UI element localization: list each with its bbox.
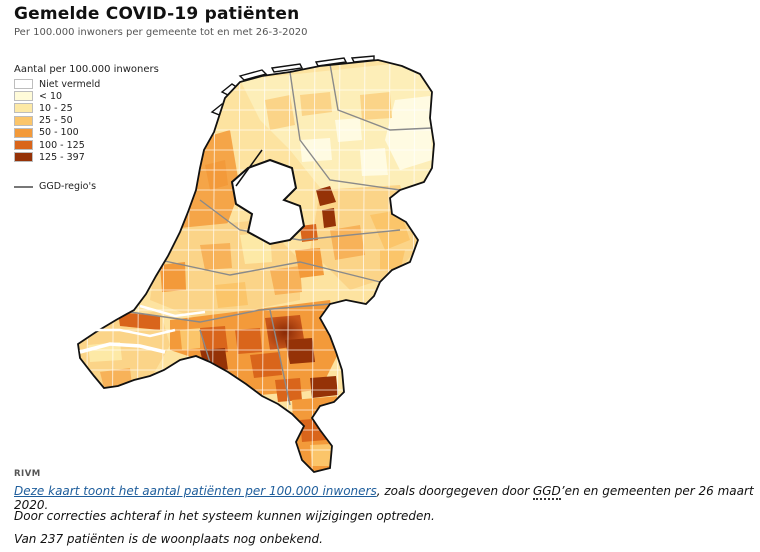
legend-label: 100 - 125 — [39, 139, 85, 151]
legend-swatch — [14, 91, 33, 102]
legend-swatch — [14, 152, 33, 163]
legend-label: 125 - 397 — [39, 151, 85, 163]
legend-item: 25 - 50 — [14, 115, 159, 127]
legend-label: 50 - 100 — [39, 127, 79, 139]
western-scheldt-river — [79, 342, 166, 354]
legend-ggd-label: GGD-regio's — [39, 181, 97, 193]
caption-text-a: , zoals doorgegeven door — [376, 484, 533, 498]
afsluitdijk — [235, 149, 263, 187]
legend-label: Niet vermeld — [39, 78, 101, 90]
map-info-link[interactable]: Deze kaart toont het aantal patiënten pe… — [14, 484, 377, 498]
legend-swatch — [14, 103, 33, 114]
legend-swatch — [14, 127, 33, 138]
legend-swatch — [14, 115, 33, 126]
legend-item: 10 - 25 — [14, 102, 159, 114]
haringvliet-river — [139, 304, 206, 318]
map-title: Gemelde COVID-19 patiënten — [14, 4, 300, 24]
legend-swatch — [14, 140, 33, 151]
source-label: RIVM — [14, 469, 41, 479]
legend-ggd-line-item: GGD-regio's — [14, 181, 159, 192]
caption-text-b: ’en en gemeenten per 26 maart 2020. — [14, 484, 754, 512]
caption-line-1: Deze kaart toont het aantal patiënten pe… — [14, 484, 760, 512]
ijsselmeer-water — [230, 158, 306, 246]
map-subtitle: Per 100.000 inwoners per gemeente tot en… — [14, 27, 308, 38]
ggd-line-swatch — [14, 185, 33, 188]
legend-item: < 10 — [14, 90, 159, 102]
legend-label: 25 - 50 — [39, 115, 73, 127]
legend-title: Aantal per 100.000 inwoners — [14, 64, 159, 75]
legend-swatch — [14, 79, 33, 90]
legend-item: 50 - 100 — [14, 127, 159, 139]
ggd-abbreviation[interactable]: GGD — [532, 484, 561, 500]
legend: Aantal per 100.000 inwoners Niet vermeld… — [14, 64, 159, 192]
caption-line-2: Door correcties achteraf in het systeem … — [14, 509, 435, 523]
legend-item: 100 - 125 — [14, 139, 159, 151]
legend-label: 10 - 25 — [39, 102, 73, 114]
legend-item: 125 - 397 — [14, 151, 159, 163]
legend-label: < 10 — [39, 90, 63, 102]
eastern-scheldt-river — [92, 328, 176, 338]
legend-item: Niet vermeld — [14, 78, 159, 90]
caption-line-3: Van 237 patiënten is de woonplaats nog o… — [14, 532, 323, 546]
netherlands-map — [77, 55, 435, 473]
